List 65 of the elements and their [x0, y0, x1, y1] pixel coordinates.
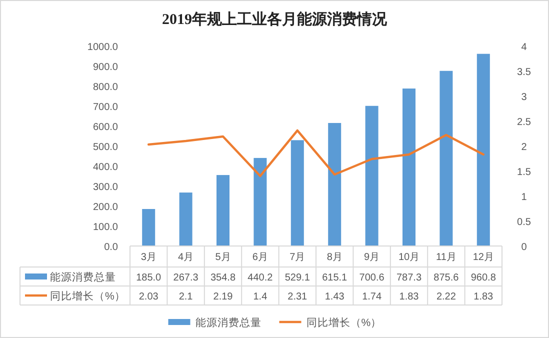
y2-tick-label: 1.5: [517, 167, 532, 178]
data-label: 787.3: [396, 272, 422, 284]
y2-tick-label: 4: [521, 42, 528, 53]
y-tick-label: 700.0: [92, 102, 118, 113]
bar: [254, 158, 267, 246]
legend-label: 同比增长（%）: [50, 290, 126, 302]
data-label: 615.1: [322, 272, 348, 284]
y2-tick-label: 3: [521, 92, 528, 103]
x-tick-label: 11月: [436, 252, 456, 263]
x-tick-label: 5月: [215, 252, 231, 263]
line-series: [147, 129, 485, 178]
data-label: 440.2: [248, 272, 274, 284]
y-tick-label: 1000.0: [87, 42, 118, 53]
y-tick-label: 200.0: [92, 202, 118, 213]
bar: [365, 106, 378, 246]
chart-title: 2019年规上工业各月能源消费情况: [162, 11, 388, 28]
y2-tick-label: 0.5: [517, 217, 532, 228]
x-tick-label: 7月: [290, 252, 306, 263]
data-label: 1.43: [324, 292, 345, 302]
x-tick-label: 10月: [398, 252, 420, 263]
data-label: 1.83: [474, 292, 494, 302]
bar: [476, 54, 490, 246]
bar: [142, 209, 156, 246]
data-label: 875.6: [434, 272, 460, 284]
y-tick-label: 400.0: [92, 162, 118, 173]
data-label: 2.03: [138, 292, 159, 302]
y-tick-label: 600.0: [92, 122, 118, 133]
y-tick-label: 300.0: [92, 182, 118, 193]
bar: [328, 122, 342, 246]
bar: [402, 88, 416, 246]
data-label: 1.74: [362, 292, 382, 302]
data-label: 2.19: [213, 292, 234, 302]
data-label: 185.0: [136, 272, 162, 284]
bar: [179, 192, 192, 246]
y-tick-label: 800.0: [92, 82, 118, 93]
x-tick-label: 3月: [140, 252, 156, 263]
y2-tick-label: 0: [521, 242, 528, 253]
x-tick-label: 4月: [178, 252, 194, 263]
y-tick-label: 900.0: [92, 62, 118, 73]
data-label: 2.1: [178, 292, 194, 302]
data-label: 2.22: [436, 292, 456, 302]
bar: [216, 175, 230, 246]
data-label: 700.6: [359, 272, 385, 284]
y-tick-label: 0.0: [104, 242, 118, 253]
y2-tick-label: 2: [521, 142, 528, 153]
y2-tick-label: 3.5: [517, 67, 532, 78]
legend-label: 能源消费总量: [50, 270, 116, 284]
bar: [290, 140, 304, 246]
x-tick-label: 12月: [472, 252, 494, 263]
data-label: 267.3: [173, 272, 199, 284]
data-label: 960.8: [470, 272, 496, 284]
data-label: 1.4: [253, 292, 268, 302]
data-label: 1.83: [399, 292, 420, 302]
data-label: 2.31: [288, 292, 308, 302]
data-label: 354.8: [210, 272, 236, 284]
data-label: 529.1: [284, 272, 310, 284]
y-tick-label: 100.0: [92, 222, 118, 233]
y2-tick-label: 2.5: [517, 117, 532, 128]
y2-tick-label: 1: [521, 192, 528, 203]
x-tick-label: 9月: [364, 252, 380, 263]
x-tick-label: 8月: [326, 252, 342, 263]
legend: 能源消费总量 同比增长（%）: [168, 317, 382, 329]
x-tick-label: 6月: [252, 252, 268, 263]
y-tick-label: 500.0: [92, 142, 118, 153]
bar: [440, 70, 453, 246]
